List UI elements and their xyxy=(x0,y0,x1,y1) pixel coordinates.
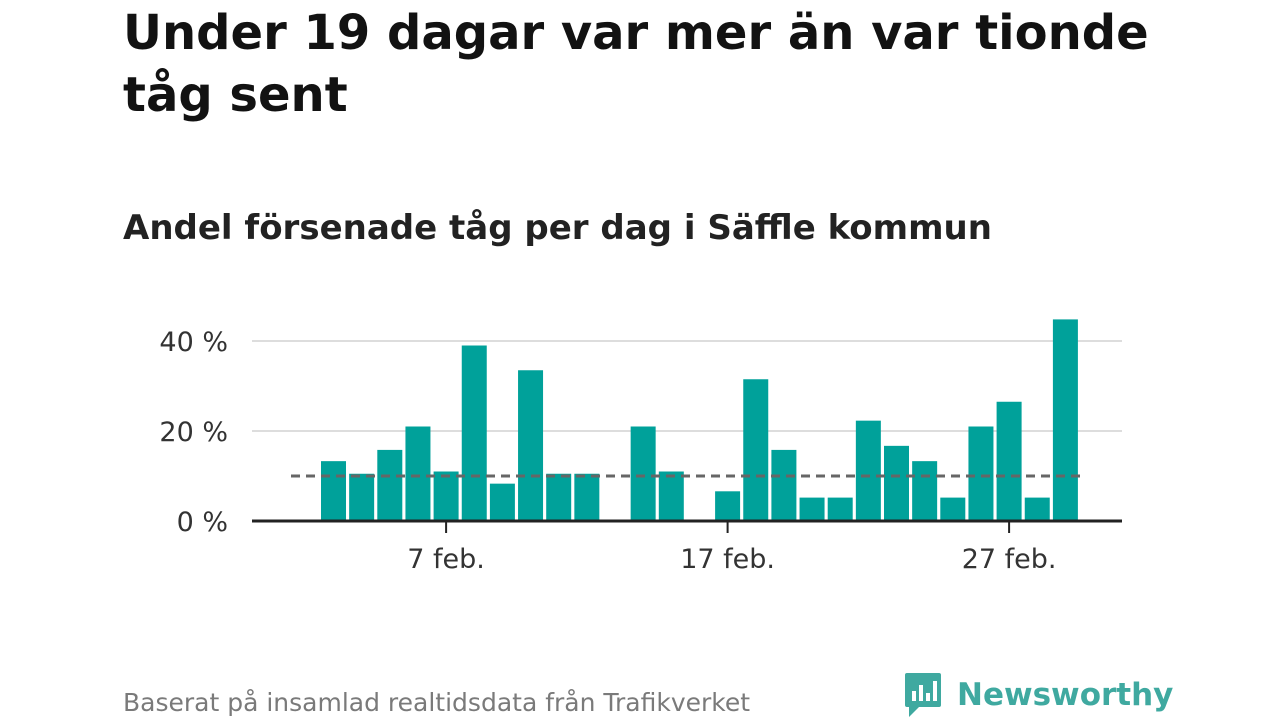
bar xyxy=(574,473,600,521)
bar xyxy=(968,426,994,521)
newsworthy-logo: Newsworthy xyxy=(903,671,1173,719)
chart-title: Under 19 dagar var mer än var tionde tåg… xyxy=(123,5,1149,123)
bar xyxy=(1052,319,1078,521)
bar xyxy=(940,497,966,521)
gridlines xyxy=(252,340,1122,432)
bar xyxy=(855,420,881,521)
bar xyxy=(377,449,403,521)
bar xyxy=(715,491,741,521)
bar xyxy=(743,379,769,521)
bar xyxy=(771,449,797,521)
bar xyxy=(884,445,909,521)
bar xyxy=(433,471,459,521)
chart-subtitle: Andel försenade tåg per dag i Säffle kom… xyxy=(123,208,992,248)
bar xyxy=(996,401,1022,521)
bar xyxy=(912,461,938,521)
y-tick-label: 0 % xyxy=(177,507,228,538)
bar xyxy=(321,461,346,521)
source-note: Baserat på insamlad realtidsdata från Tr… xyxy=(123,688,751,717)
bar xyxy=(1024,497,1050,521)
bar xyxy=(489,483,515,521)
bar xyxy=(349,473,375,521)
x-tick-label: 17 feb. xyxy=(680,544,775,575)
bars xyxy=(321,319,1078,521)
bar xyxy=(405,426,431,521)
bar xyxy=(799,497,825,521)
bar xyxy=(546,473,572,521)
bar xyxy=(827,497,853,521)
x-tick-label: 27 feb. xyxy=(962,544,1057,575)
y-tick-label: 20 % xyxy=(159,417,228,448)
bar xyxy=(518,370,544,521)
chart-speech-bubble-icon xyxy=(905,673,941,717)
x-tick-label: 7 feb. xyxy=(407,544,485,575)
bar xyxy=(461,345,487,521)
bar xyxy=(630,426,656,521)
logo-text: Newsworthy xyxy=(957,677,1174,713)
y-tick-label: 40 % xyxy=(159,327,228,358)
bar xyxy=(658,471,684,521)
axes: 0 % 20 % 40 % 7 feb. 17 feb. 27 feb. xyxy=(159,327,1122,575)
